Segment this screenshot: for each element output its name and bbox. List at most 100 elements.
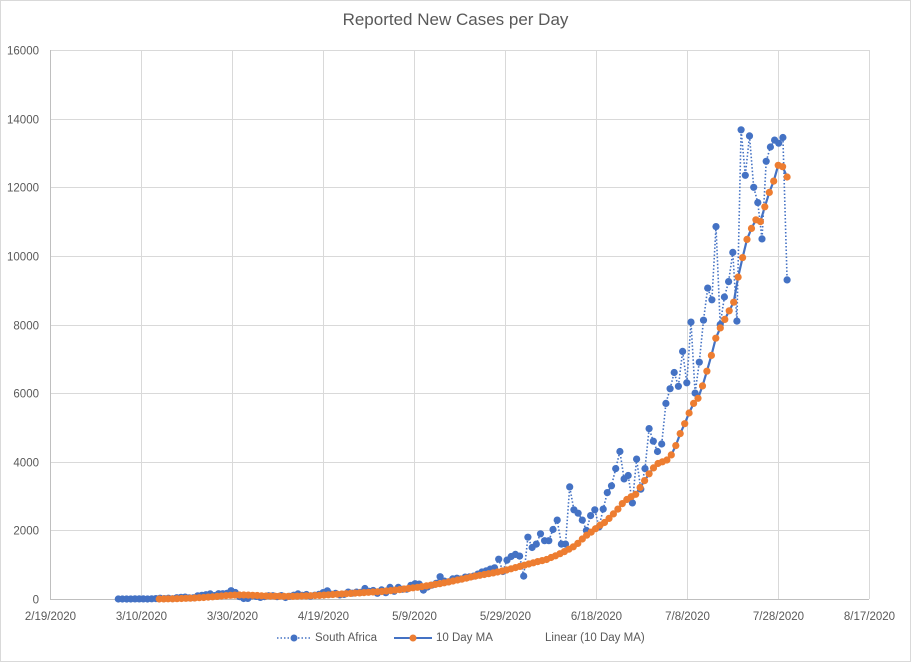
point-south-africa[interactable]	[524, 533, 532, 541]
point-south-africa[interactable]	[674, 382, 683, 390]
legend-item-linear-10-day-ma[interactable]: Linear (10 Day MA)	[545, 632, 645, 644]
point-south-africa[interactable]	[516, 552, 524, 560]
legend-item-10-day-ma[interactable]: 10 Day MA	[393, 632, 493, 644]
point-10-day-ma[interactable]	[739, 254, 747, 262]
point-10-day-ma[interactable]	[783, 173, 791, 181]
point-10-day-ma[interactable]	[734, 273, 742, 281]
point-10-day-ma[interactable]	[609, 510, 618, 518]
point-south-africa[interactable]	[653, 447, 662, 456]
point-south-africa[interactable]	[704, 284, 712, 292]
y-tick-label: 10000	[7, 252, 39, 264]
x-tick-label: 4/19/2020	[298, 611, 349, 623]
point-south-africa[interactable]	[633, 455, 641, 463]
point-south-africa[interactable]	[574, 509, 582, 517]
point-south-africa[interactable]	[687, 318, 695, 326]
point-10-day-ma[interactable]	[614, 505, 622, 513]
point-south-africa[interactable]	[783, 276, 791, 284]
point-10-day-ma[interactable]	[632, 490, 640, 498]
point-south-africa[interactable]	[566, 483, 574, 491]
point-south-africa[interactable]	[758, 235, 766, 243]
point-south-africa[interactable]	[616, 447, 624, 456]
point-south-africa[interactable]	[750, 183, 758, 191]
point-south-africa[interactable]	[624, 471, 632, 480]
point-10-day-ma[interactable]	[730, 298, 738, 306]
legend-item-south-africa[interactable]: South Africa	[276, 632, 377, 644]
point-10-day-ma[interactable]	[712, 334, 720, 342]
point-south-africa[interactable]	[733, 317, 741, 325]
point-10-day-ma[interactable]	[779, 163, 787, 171]
point-south-africa[interactable]	[708, 296, 716, 304]
point-10-day-ma[interactable]	[721, 315, 729, 323]
point-10-day-ma[interactable]	[636, 483, 644, 492]
point-10-day-ma[interactable]	[690, 399, 698, 407]
point-south-africa[interactable]	[741, 171, 749, 179]
point-south-africa[interactable]	[754, 199, 762, 207]
point-10-day-ma[interactable]	[707, 351, 716, 359]
point-south-africa[interactable]	[549, 525, 557, 534]
point-south-africa[interactable]	[766, 143, 775, 151]
point-south-africa[interactable]	[545, 537, 553, 545]
point-south-africa[interactable]	[536, 530, 545, 538]
point-south-africa[interactable]	[628, 499, 637, 507]
point-south-africa[interactable]	[679, 347, 687, 355]
point-10-day-ma[interactable]	[681, 420, 689, 428]
point-south-africa[interactable]	[745, 132, 754, 140]
point-south-africa[interactable]	[612, 465, 620, 473]
point-south-africa[interactable]	[779, 133, 787, 142]
point-10-day-ma[interactable]	[645, 470, 653, 478]
point-south-africa[interactable]	[561, 540, 570, 548]
point-10-day-ma[interactable]	[574, 539, 582, 548]
point-south-africa[interactable]	[670, 368, 678, 377]
legend-label: South Africa	[315, 632, 378, 644]
point-10-day-ma[interactable]	[605, 514, 613, 523]
point-south-africa[interactable]	[587, 511, 595, 520]
point-10-day-ma[interactable]	[747, 224, 756, 232]
point-10-day-ma[interactable]	[676, 430, 684, 438]
point-south-africa[interactable]	[775, 139, 783, 147]
point-south-africa[interactable]	[641, 465, 649, 473]
point-south-africa[interactable]	[737, 126, 745, 134]
point-10-day-ma[interactable]	[698, 382, 707, 390]
point-10-day-ma[interactable]	[725, 307, 733, 315]
point-10-day-ma[interactable]	[761, 203, 769, 211]
point-south-africa[interactable]	[762, 157, 770, 165]
point-10-day-ma[interactable]	[672, 442, 680, 450]
point-south-africa[interactable]	[658, 440, 666, 448]
x-tick-label: 5/29/2020	[480, 611, 531, 623]
point-south-africa[interactable]	[666, 385, 674, 393]
point-south-africa[interactable]	[725, 278, 733, 286]
x-tick-label: 3/30/2020	[207, 611, 258, 623]
x-tick-label: 2/19/2020	[25, 611, 76, 623]
point-10-day-ma[interactable]	[703, 367, 711, 375]
point-10-day-ma[interactable]	[765, 188, 773, 196]
point-10-day-ma[interactable]	[743, 235, 751, 243]
point-south-africa[interactable]	[607, 482, 616, 490]
point-south-africa[interactable]	[553, 516, 561, 524]
point-south-africa[interactable]	[578, 516, 586, 524]
point-10-day-ma[interactable]	[663, 456, 671, 464]
point-south-africa[interactable]	[591, 506, 599, 514]
point-south-africa[interactable]	[645, 425, 653, 433]
legend-marker-line-orange-icon	[394, 634, 432, 642]
point-10-day-ma[interactable]	[641, 477, 649, 485]
point-south-africa[interactable]	[729, 248, 737, 256]
point-south-africa[interactable]	[649, 437, 657, 445]
point-10-day-ma[interactable]	[649, 464, 658, 472]
point-south-africa[interactable]	[495, 555, 503, 563]
point-south-africa[interactable]	[532, 540, 540, 548]
point-south-africa[interactable]	[720, 293, 729, 301]
point-10-day-ma[interactable]	[756, 218, 765, 226]
point-south-africa[interactable]	[662, 399, 670, 407]
point-10-day-ma[interactable]	[770, 177, 778, 185]
point-south-africa[interactable]	[695, 358, 703, 366]
point-10-day-ma[interactable]	[667, 451, 675, 459]
point-south-africa[interactable]	[603, 489, 611, 497]
point-south-africa[interactable]	[599, 505, 607, 513]
point-south-africa[interactable]	[683, 379, 691, 387]
point-10-day-ma[interactable]	[685, 409, 693, 417]
point-10-day-ma[interactable]	[716, 324, 724, 332]
point-10-day-ma[interactable]	[694, 394, 702, 402]
point-south-africa[interactable]	[520, 572, 528, 580]
point-south-africa[interactable]	[699, 316, 708, 324]
point-south-africa[interactable]	[712, 223, 720, 231]
